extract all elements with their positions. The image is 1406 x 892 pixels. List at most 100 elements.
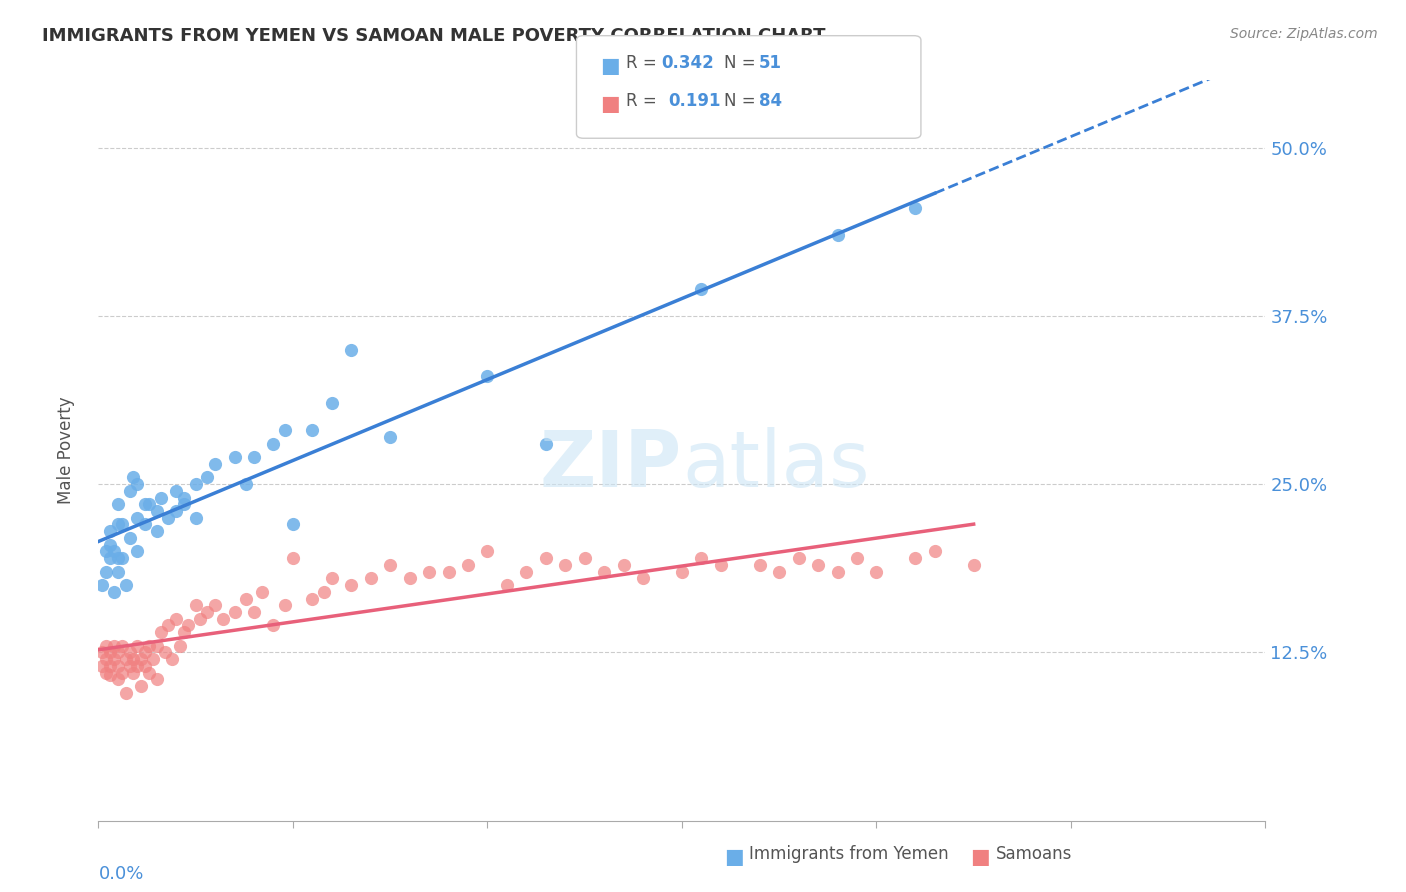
Point [321,396,343,410]
Point [593,565,616,579]
Point [127,639,149,653]
Point [768,565,790,579]
Point [690,551,713,566]
Point [146,504,169,518]
Point [846,551,869,566]
Point [437,565,460,579]
Point [398,571,420,585]
Point [340,343,363,357]
Point [107,551,129,566]
Point [281,517,304,532]
Point [96,665,118,680]
Point [534,551,557,566]
Point [127,544,149,558]
Point [96,652,118,666]
Point [204,599,226,613]
Point [173,625,195,640]
Point [312,584,335,599]
Point [613,558,636,572]
Point [149,625,172,640]
Point [534,436,557,450]
Point [177,618,200,632]
Point [827,228,849,243]
Point [671,565,693,579]
Point [118,483,141,498]
Point [165,483,187,498]
Point [91,658,114,673]
Point [127,510,149,524]
Point [710,558,733,572]
Point [153,645,176,659]
Point [195,605,218,619]
Point [274,599,297,613]
Point [107,645,129,659]
Point [146,673,169,687]
Point [114,578,136,592]
Text: N =: N = [724,54,761,72]
Point [827,565,849,579]
Point [281,551,304,566]
Point [107,517,129,532]
Point [118,658,141,673]
Text: N =: N = [724,92,761,110]
Point [98,668,121,682]
Point [243,450,266,465]
Point [111,639,134,653]
Point [129,679,152,693]
Point [301,591,323,606]
Point [515,565,537,579]
Point [107,658,129,673]
Point [380,430,402,444]
Point [235,591,257,606]
Point [98,645,121,659]
Text: IMMIGRANTS FROM YEMEN VS SAMOAN MALE POVERTY CORRELATION CHART: IMMIGRANTS FROM YEMEN VS SAMOAN MALE POV… [42,27,825,45]
Point [340,578,363,592]
Point [138,497,160,511]
Text: 0.342: 0.342 [661,54,714,72]
Text: ■: ■ [600,56,620,76]
Point [157,618,180,632]
Point [224,605,246,619]
Point [146,524,169,539]
Point [204,457,226,471]
Point [107,565,129,579]
Point [98,658,121,673]
Point [96,544,118,558]
Point [690,282,713,296]
Point [904,201,927,215]
Point [274,423,297,437]
Point [122,652,145,666]
Point [118,531,141,545]
Point [146,639,169,653]
Point [129,652,152,666]
Point [162,652,184,666]
Point [157,510,180,524]
Point [134,497,156,511]
Text: atlas: atlas [682,427,869,503]
Point [127,477,149,491]
Point [111,551,134,566]
Point [98,524,121,539]
Point [111,665,134,680]
Point [321,571,343,585]
Point [496,578,519,592]
Point [134,517,156,532]
Point [173,491,195,505]
Point [184,477,207,491]
Point [904,551,927,566]
Point [250,584,273,599]
Point [865,565,887,579]
Point [107,673,129,687]
Point [574,551,596,566]
Point [380,558,402,572]
Point [103,544,125,558]
Text: ■: ■ [724,847,744,867]
Point [262,436,284,450]
Text: ■: ■ [600,94,620,113]
Point [138,639,160,653]
Point [418,565,440,579]
Point [184,599,207,613]
Text: Source: ZipAtlas.com: Source: ZipAtlas.com [1230,27,1378,41]
Point [138,665,160,680]
Point [91,645,114,659]
